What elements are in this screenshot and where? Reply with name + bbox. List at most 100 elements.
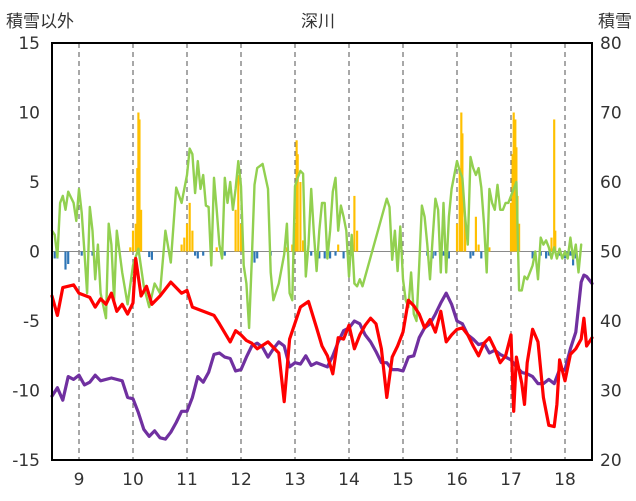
bar: [188, 202, 191, 252]
bar: [239, 223, 243, 252]
bar: [318, 251, 321, 259]
bar: [550, 237, 553, 252]
bar: [91, 251, 94, 256]
bar: [553, 119, 556, 252]
bar: [64, 251, 67, 270]
right-tick-label: 60: [600, 173, 622, 193]
bar: [447, 251, 450, 259]
series-line: [50, 273, 594, 441]
bar: [237, 175, 240, 252]
bar: [194, 251, 197, 256]
bar: [253, 251, 256, 263]
x-tick-labels: 9 10 11 12 13 14 15 16 17 18: [74, 470, 576, 490]
left-tick-label: -15: [12, 451, 40, 471]
bar: [518, 223, 521, 252]
right-axis-label: 積雪: [598, 12, 632, 32]
bar: [234, 209, 237, 252]
bar: [469, 251, 472, 259]
bar: [131, 230, 135, 252]
left-tick-label: 0: [29, 243, 40, 263]
left-tick-label: -10: [12, 382, 40, 402]
bar: [558, 251, 561, 256]
bar: [442, 251, 445, 256]
bar: [310, 251, 313, 256]
bar: [185, 223, 189, 252]
x-tick-label: 11: [176, 470, 198, 490]
series-line: [50, 147, 583, 330]
bar: [547, 251, 550, 256]
x-tick-label: 12: [230, 470, 252, 490]
left-tick-label: 10: [18, 104, 40, 124]
bar: [180, 244, 183, 252]
bar: [196, 251, 199, 259]
series-line: [50, 256, 594, 429]
chart-title: 深川: [301, 12, 335, 32]
bar: [215, 247, 218, 252]
bar: [291, 244, 294, 252]
bar: [455, 223, 459, 252]
bar: [509, 202, 513, 252]
lines-layer: [50, 147, 594, 441]
right-tick-label: 30: [600, 382, 622, 402]
bar: [148, 251, 151, 258]
bar: [480, 251, 483, 259]
x-tick-label: 15: [392, 470, 414, 490]
bar: [202, 251, 205, 256]
bar: [472, 251, 475, 256]
bar: [356, 230, 359, 252]
bar: [223, 251, 226, 256]
bar: [563, 251, 567, 259]
bar: [150, 251, 153, 260]
bar: [434, 251, 437, 256]
right-tick-label: 50: [600, 243, 622, 263]
bar: [337, 244, 340, 252]
bar: [80, 251, 83, 256]
bar: [458, 168, 461, 252]
bar: [329, 251, 332, 259]
right-tick-label: 40: [600, 312, 622, 332]
x-tick-label: 9: [74, 470, 85, 490]
bar: [353, 195, 356, 252]
x-tick-label: 13: [284, 470, 306, 490]
bar: [129, 247, 132, 252]
bars-layer: [53, 112, 577, 270]
bar: [138, 119, 141, 252]
bar: [554, 230, 557, 252]
bar: [256, 251, 259, 259]
right-tick-label: 20: [600, 451, 622, 471]
left-axis-label: 積雪以外: [6, 12, 74, 32]
x-tick-label: 18: [554, 470, 576, 490]
right-tick-label: 80: [600, 34, 622, 54]
x-tick-label: 17: [500, 470, 522, 490]
bar: [323, 251, 326, 259]
x-tick-label: 16: [446, 470, 468, 490]
bar: [477, 244, 480, 252]
left-tick-label: -5: [23, 312, 40, 332]
bar: [191, 230, 194, 252]
bar: [296, 154, 299, 252]
bar: [140, 209, 143, 252]
bar: [183, 237, 186, 252]
bar: [67, 251, 70, 265]
x-tick-label: 10: [122, 470, 144, 490]
x-tick-label: 14: [338, 470, 360, 490]
bar: [293, 223, 297, 252]
left-tick-label: 5: [29, 173, 40, 193]
bar: [569, 251, 572, 256]
right-tick-label: 70: [600, 104, 622, 124]
bar: [464, 216, 467, 252]
bar: [134, 223, 137, 252]
bar: [342, 251, 345, 259]
plot-frame: [51, 42, 593, 461]
bar: [531, 251, 534, 259]
bar: [512, 112, 515, 252]
bar: [488, 247, 491, 252]
bar: [545, 251, 548, 259]
bar: [299, 182, 302, 252]
right-tick-labels: 80 70 60 50 40 30 20: [600, 34, 622, 471]
bar: [474, 216, 477, 252]
left-tick-labels: 15 10 5 0 -5 -10 -15: [12, 34, 40, 471]
bar: [302, 240, 305, 252]
left-tick-label: 15: [18, 34, 40, 54]
